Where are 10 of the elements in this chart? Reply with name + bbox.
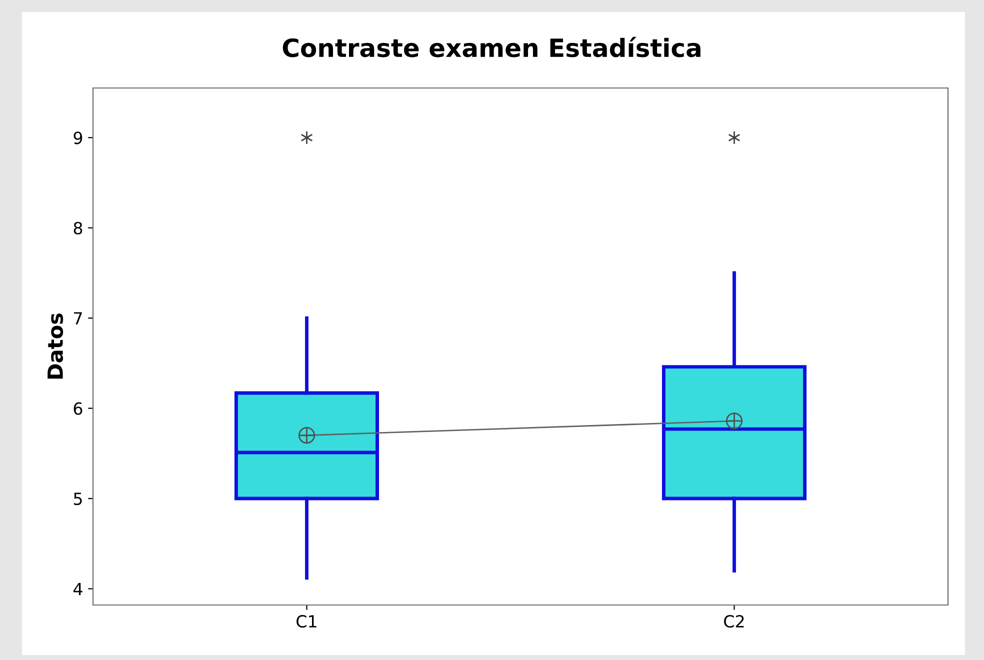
y-tick-label: 9 — [74, 132, 82, 144]
x-tick-label: C1 — [296, 615, 316, 628]
y-tick-label: 6 — [74, 402, 82, 415]
y-tick-label: 8 — [74, 222, 82, 234]
chart-title: Contraste examen Estadística — [282, 36, 700, 58]
x-tick-label: C2 — [724, 615, 744, 628]
y-axis-title: Datos — [48, 313, 64, 379]
y-tick-label: 5 — [74, 492, 82, 506]
y-tick-label: 7 — [74, 312, 82, 324]
y-tick-label: 4 — [73, 582, 82, 596]
